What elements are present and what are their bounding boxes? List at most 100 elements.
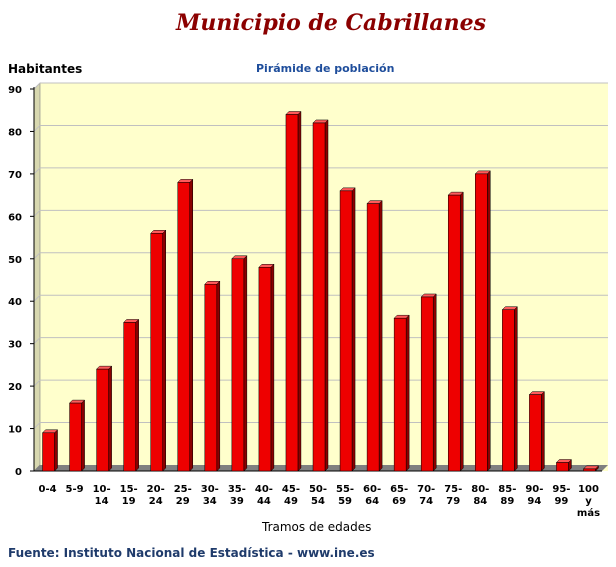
bar-side xyxy=(378,199,383,472)
x-tick-label: 50-54 xyxy=(309,484,327,507)
bar xyxy=(420,296,434,472)
y-tick-label: 0 xyxy=(15,467,22,478)
bar-side xyxy=(432,293,437,472)
bar-top xyxy=(41,429,59,434)
bar-top xyxy=(501,306,518,310)
gridline-side xyxy=(33,337,41,345)
chart-subtitle: Pirámide de población xyxy=(256,62,395,75)
bar-top xyxy=(204,280,221,285)
bar-side xyxy=(541,390,545,472)
y-tick-label: 60 xyxy=(8,212,22,223)
bar-side xyxy=(270,263,275,472)
bar-top xyxy=(150,230,167,234)
bar-side xyxy=(54,429,58,472)
bar-side xyxy=(324,119,329,472)
x-tick-label: 100 y más xyxy=(577,484,600,519)
y-tick-label: 10 xyxy=(8,425,22,436)
bar-side xyxy=(459,191,464,472)
x-tick-label: 35-39 xyxy=(228,484,246,507)
x-tick-label: 25-29 xyxy=(174,484,192,507)
x-tick-label: 10-14 xyxy=(93,484,111,507)
bar-top xyxy=(582,465,600,470)
x-tick-label: 95-99 xyxy=(552,484,570,507)
bar-side xyxy=(162,229,166,472)
bar xyxy=(475,173,488,472)
gridline-side xyxy=(33,167,41,175)
bar-side xyxy=(487,170,491,472)
gridline-side xyxy=(33,125,41,132)
bar xyxy=(312,122,326,472)
bar xyxy=(366,203,380,472)
bar xyxy=(393,317,407,472)
bar xyxy=(447,194,461,472)
x-tick-label: 30-34 xyxy=(201,484,219,507)
bar xyxy=(96,368,109,472)
bar-top xyxy=(474,170,491,175)
bar-top xyxy=(68,399,86,404)
bar-side xyxy=(514,306,518,472)
gridline-side xyxy=(33,294,41,302)
gridline-side xyxy=(33,209,41,217)
x-tick-label: 80-84 xyxy=(471,484,489,507)
bar-side xyxy=(108,365,112,472)
x-tick-label: 15-19 xyxy=(120,484,138,507)
bar xyxy=(529,394,542,472)
y-tick-label: 70 xyxy=(8,170,22,181)
y-tick-label: 30 xyxy=(8,340,22,351)
bar-top xyxy=(393,314,410,319)
y-tick-label: 50 xyxy=(8,255,22,266)
bar-top xyxy=(339,187,356,192)
x-tick-label: 20-24 xyxy=(147,484,165,507)
bar xyxy=(69,402,82,472)
x-tick-label: 0-4 xyxy=(38,484,56,495)
y-axis-label: Habitantes xyxy=(8,62,83,76)
bar-top xyxy=(420,293,437,298)
bar-side xyxy=(189,178,194,472)
y-tick-label: 40 xyxy=(8,297,22,308)
bar xyxy=(177,182,191,472)
bar xyxy=(123,322,136,472)
left-wall xyxy=(33,82,41,472)
bar-top xyxy=(177,179,194,183)
bar xyxy=(231,258,245,472)
gridline-side xyxy=(33,422,41,429)
y-tick-label: 20 xyxy=(8,382,22,393)
bar xyxy=(502,309,515,472)
x-tick-label: 90-94 xyxy=(525,484,543,507)
x-tick-label: 45-49 xyxy=(282,484,300,507)
bar-top xyxy=(447,191,464,196)
bar-side xyxy=(135,318,139,472)
bar xyxy=(150,233,163,472)
bar-side xyxy=(351,187,356,472)
x-tick-label: 85-89 xyxy=(498,484,516,507)
x-tick-label: 60-64 xyxy=(363,484,381,507)
y-tick-label: 80 xyxy=(8,127,22,138)
gridline-side xyxy=(33,379,41,387)
source-note: Fuente: Instituto Nacional de Estadístic… xyxy=(8,546,375,560)
bar xyxy=(583,468,596,472)
bar xyxy=(339,190,353,472)
bar-top xyxy=(528,391,545,395)
bar-top xyxy=(231,255,248,260)
bar-top xyxy=(555,459,573,463)
x-tick-label: 40-44 xyxy=(255,484,273,507)
bar-top xyxy=(96,365,113,370)
x-tick-label: 75-79 xyxy=(444,484,462,507)
bar-side xyxy=(81,399,85,472)
x-axis-label: Tramos de edades xyxy=(262,520,372,534)
bar-top xyxy=(285,111,302,115)
bar-top xyxy=(258,264,275,268)
gridline-side xyxy=(33,252,41,260)
bar-top xyxy=(312,119,329,124)
bar xyxy=(556,462,569,472)
gridline-side xyxy=(33,82,41,90)
y-tick-label: 90 xyxy=(8,85,22,96)
bar-side xyxy=(297,110,302,472)
bar-top xyxy=(366,200,383,204)
chart-title: Municipio de Cabrillanes xyxy=(175,10,486,36)
bar xyxy=(42,432,55,472)
bar xyxy=(258,267,272,472)
bar-side xyxy=(243,255,248,472)
x-tick-label: 70-74 xyxy=(417,484,435,507)
